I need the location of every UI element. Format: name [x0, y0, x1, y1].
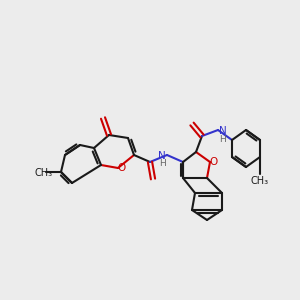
Text: CH₃: CH₃	[35, 168, 53, 178]
Text: N: N	[219, 126, 227, 136]
Text: O: O	[210, 157, 218, 167]
Text: CH₃: CH₃	[251, 176, 269, 186]
Text: O: O	[118, 163, 126, 173]
Text: H: H	[220, 134, 226, 143]
Text: N: N	[158, 151, 166, 161]
Text: H: H	[159, 160, 165, 169]
